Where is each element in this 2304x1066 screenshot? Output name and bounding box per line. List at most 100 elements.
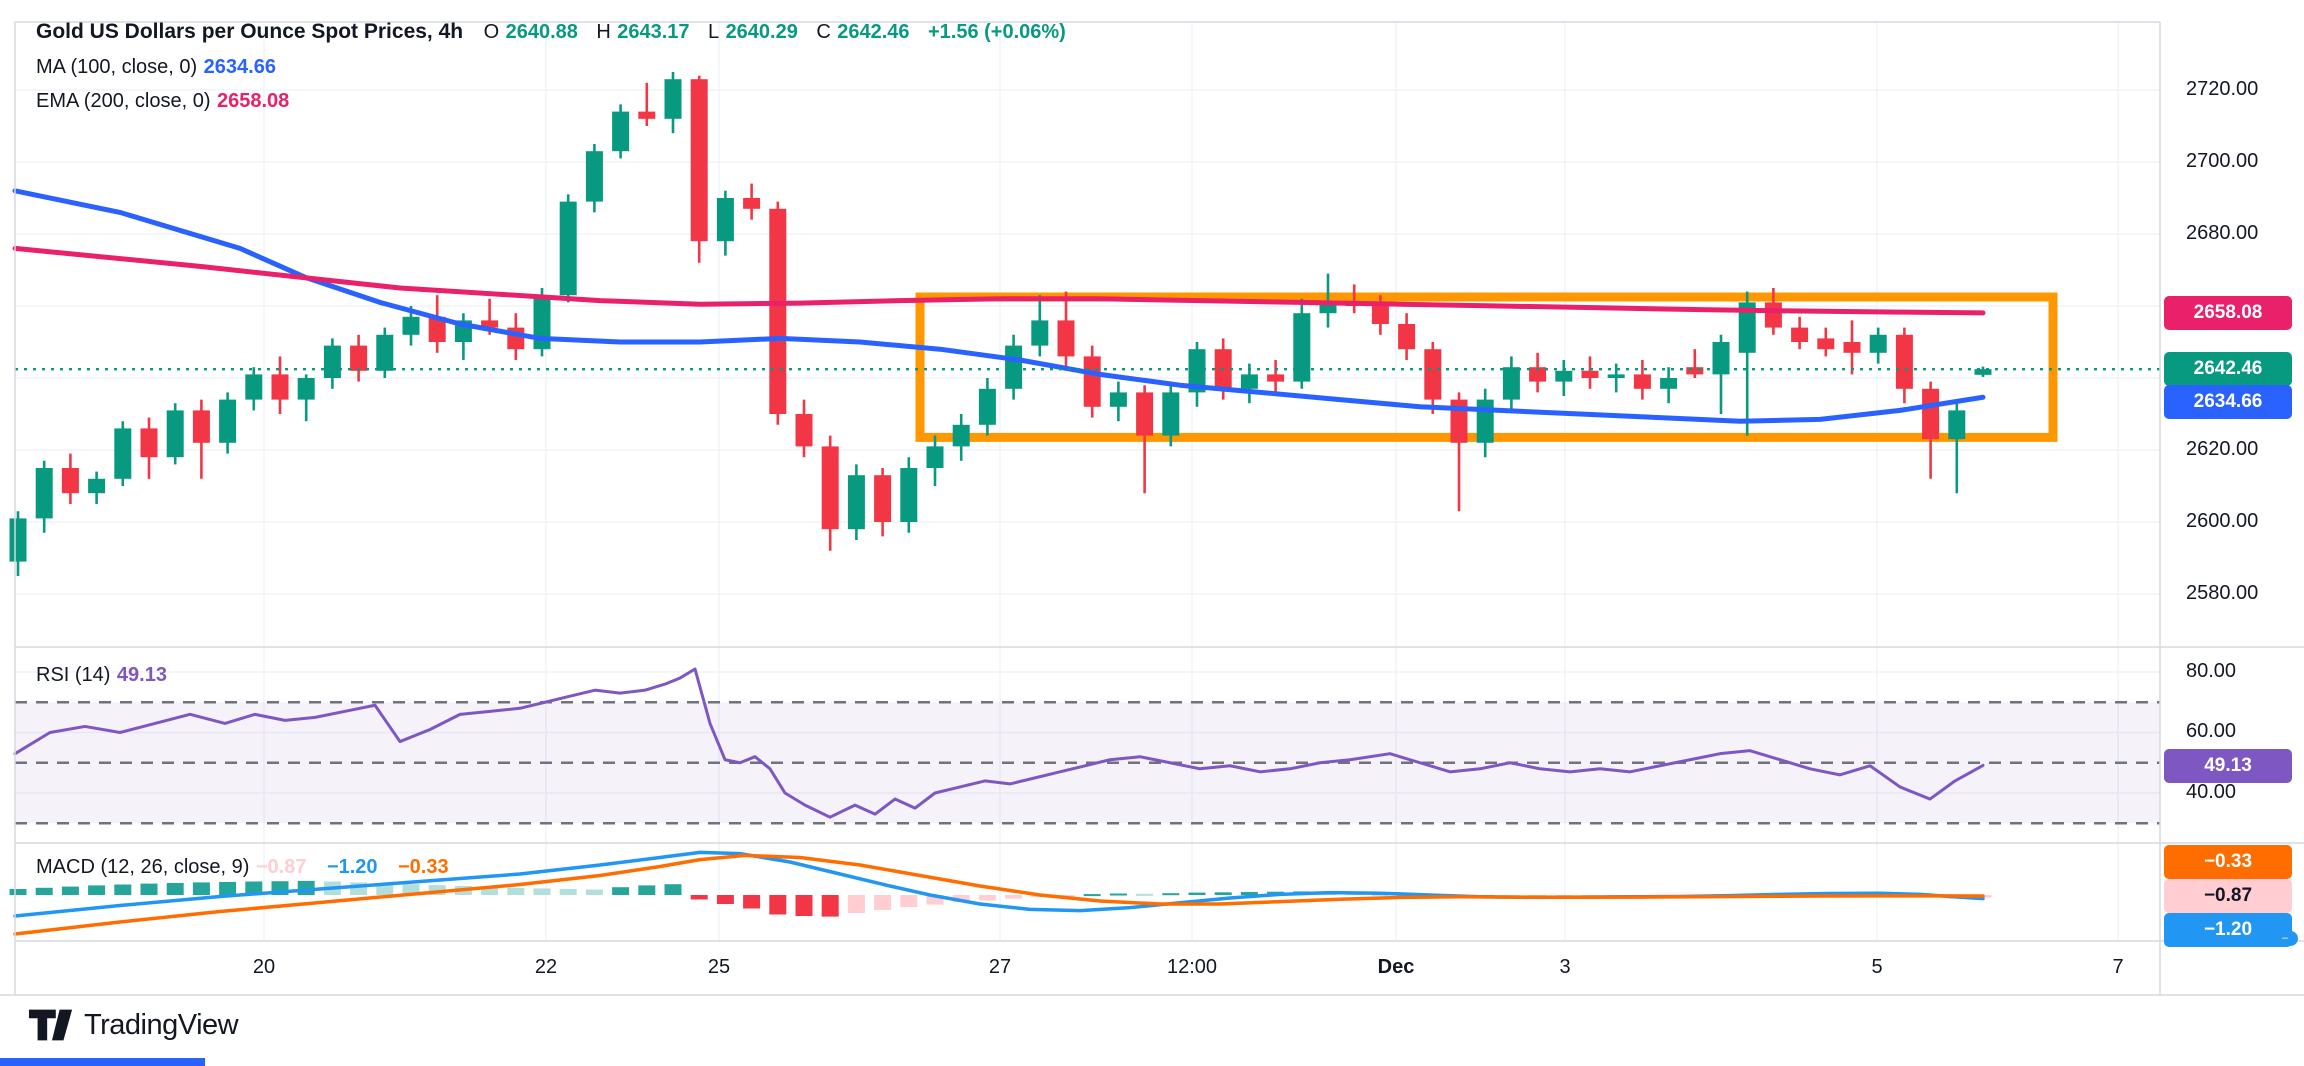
macd-histogram-bar	[507, 887, 525, 895]
time-tick-label[interactable]: 20	[252, 956, 276, 978]
macd-histogram-bar	[847, 895, 865, 913]
macd-histogram-bar	[9, 889, 27, 895]
candle-body	[1293, 313, 1311, 382]
macd-histogram-bar	[533, 888, 551, 895]
macd-histogram-bar	[926, 895, 944, 905]
candle-body	[795, 414, 813, 447]
macd-histogram-bar	[114, 884, 132, 895]
close-label: C	[816, 21, 831, 43]
macd-histogram-bar	[166, 883, 184, 895]
price-tick-label[interactable]: 2580.00	[2186, 582, 2259, 604]
time-tick-label[interactable]: 25	[707, 956, 731, 978]
candle-body	[1424, 349, 1442, 400]
macd-signal-line	[13, 853, 1985, 936]
candle-body	[1895, 334, 1913, 389]
rsi-tick-label[interactable]: 60.00	[2186, 720, 2237, 742]
candle-body	[1633, 374, 1651, 389]
price-tick-label[interactable]: 2720.00	[2186, 78, 2259, 100]
rsi-line	[13, 667, 1985, 819]
candle-body	[114, 428, 132, 479]
macd-histogram-bar	[743, 895, 761, 909]
price-tick-label[interactable]: 2680.00	[2186, 222, 2259, 244]
macd-line-badge: −1.20	[2164, 913, 2292, 947]
macd-histogram-bar	[402, 884, 420, 895]
ema-legend[interactable]: EMA (200, close, 0) 2658.08	[36, 90, 303, 113]
ema-label: EMA (200, close, 0)	[36, 90, 211, 112]
macd-histogram-bar	[245, 881, 263, 895]
close-value: 2642.46	[837, 21, 910, 43]
candle-body	[166, 410, 184, 458]
price-tick-label[interactable]: 2620.00	[2186, 438, 2259, 460]
symbol-legend[interactable]: Gold US Dollars per Ounce Spot Prices, 4…	[36, 20, 1066, 44]
macd-histogram-bar	[585, 889, 603, 895]
candle-body	[271, 374, 289, 400]
ma-legend[interactable]: MA (100, close, 0) 2634.66	[36, 56, 290, 79]
time-tick-label[interactable]: 3	[1559, 956, 1571, 978]
candle-body	[1162, 392, 1180, 436]
candle-body	[821, 446, 839, 530]
candle-body	[1240, 374, 1258, 389]
macd-legend[interactable]: MACD (12, 26, close, 9) −0.87 −1.20 −0.3…	[36, 856, 463, 879]
candle-body	[35, 468, 53, 519]
candle-body	[585, 151, 603, 202]
price-tick-label[interactable]: 2600.00	[2186, 510, 2259, 532]
open-label: O	[483, 21, 500, 43]
candle-body	[1188, 349, 1206, 393]
candle-body	[1109, 392, 1127, 407]
last-price-badge: 2642.46	[2164, 352, 2292, 386]
candle-body	[9, 518, 27, 562]
price-tick-label[interactable]: 2700.00	[2186, 150, 2259, 172]
time-tick-label[interactable]: 7	[2112, 956, 2124, 978]
open-value: 2640.88	[505, 21, 578, 43]
low-label: L	[707, 21, 720, 43]
timezone-button[interactable]: –	[2272, 931, 2298, 946]
candle-body	[1136, 392, 1154, 436]
candle-body	[559, 201, 577, 296]
time-tick-label[interactable]: 5	[1871, 956, 1883, 978]
candle-body	[1502, 367, 1520, 400]
candle-body	[1791, 327, 1809, 342]
symbol-title[interactable]: Gold US Dollars per Ounce Spot Prices, 4…	[36, 20, 464, 43]
candle-body	[1581, 370, 1599, 378]
candle-body	[350, 345, 368, 371]
time-tick-label[interactable]: Dec	[1377, 956, 1415, 978]
macd-histogram-bar	[1214, 892, 1232, 895]
candle-body	[1267, 374, 1285, 382]
macd-histogram-bar	[219, 881, 237, 895]
rsi-legend[interactable]: RSI (14) 49.13	[36, 664, 181, 687]
candle-body	[1031, 320, 1049, 346]
macd-histogram-bar	[559, 889, 577, 895]
candle-body	[1922, 388, 1940, 440]
macd-histogram-bar	[874, 895, 892, 910]
change-value: +1.56 (+0.06%)	[927, 21, 1066, 43]
macd-histogram-bar	[428, 885, 446, 895]
candle-body	[297, 378, 315, 400]
rsi-tick-label[interactable]: 80.00	[2186, 660, 2237, 682]
rsi-tick-label[interactable]: 40.00	[2186, 781, 2237, 803]
candle-body	[926, 446, 944, 468]
candle-body	[1686, 367, 1704, 375]
candle-body	[219, 399, 237, 443]
time-tick-label[interactable]: 27	[988, 956, 1012, 978]
tradingview-watermark-text: TradingView	[84, 1008, 239, 1041]
candle-body	[1948, 410, 1966, 440]
macd-histogram-bar	[716, 895, 734, 904]
time-tick-label[interactable]: 22	[534, 956, 558, 978]
low-value: 2640.29	[725, 21, 798, 43]
macd-histogram-bar	[638, 885, 656, 895]
macd-histogram-bar	[769, 895, 787, 915]
tradingview-watermark[interactable]: TradingView	[28, 1008, 239, 1042]
candle-body	[1660, 378, 1678, 389]
macd-histogram-bar	[821, 895, 839, 917]
time-tick-label[interactable]: 12:00	[1166, 956, 1218, 978]
macd-histogram-bar	[376, 883, 394, 895]
candle-body	[716, 198, 734, 242]
macd-histogram-bar	[192, 882, 210, 895]
candle-body	[1476, 399, 1494, 443]
macd-histogram-bar	[1240, 892, 1258, 895]
candle-body	[1371, 306, 1389, 324]
ma-value: 2634.66	[203, 56, 276, 78]
candle-body	[1555, 370, 1573, 382]
rsi-label: RSI (14)	[36, 664, 111, 686]
